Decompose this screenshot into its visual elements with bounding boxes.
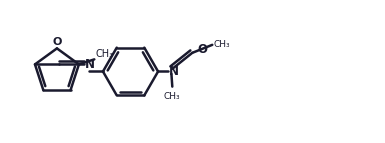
Text: CH₃: CH₃ [164,92,181,101]
Text: N: N [169,65,179,78]
Text: CH₃: CH₃ [213,40,230,49]
Text: CH₃: CH₃ [95,49,113,59]
Text: N: N [85,58,95,71]
Text: O: O [198,43,208,56]
Text: O: O [52,37,62,47]
